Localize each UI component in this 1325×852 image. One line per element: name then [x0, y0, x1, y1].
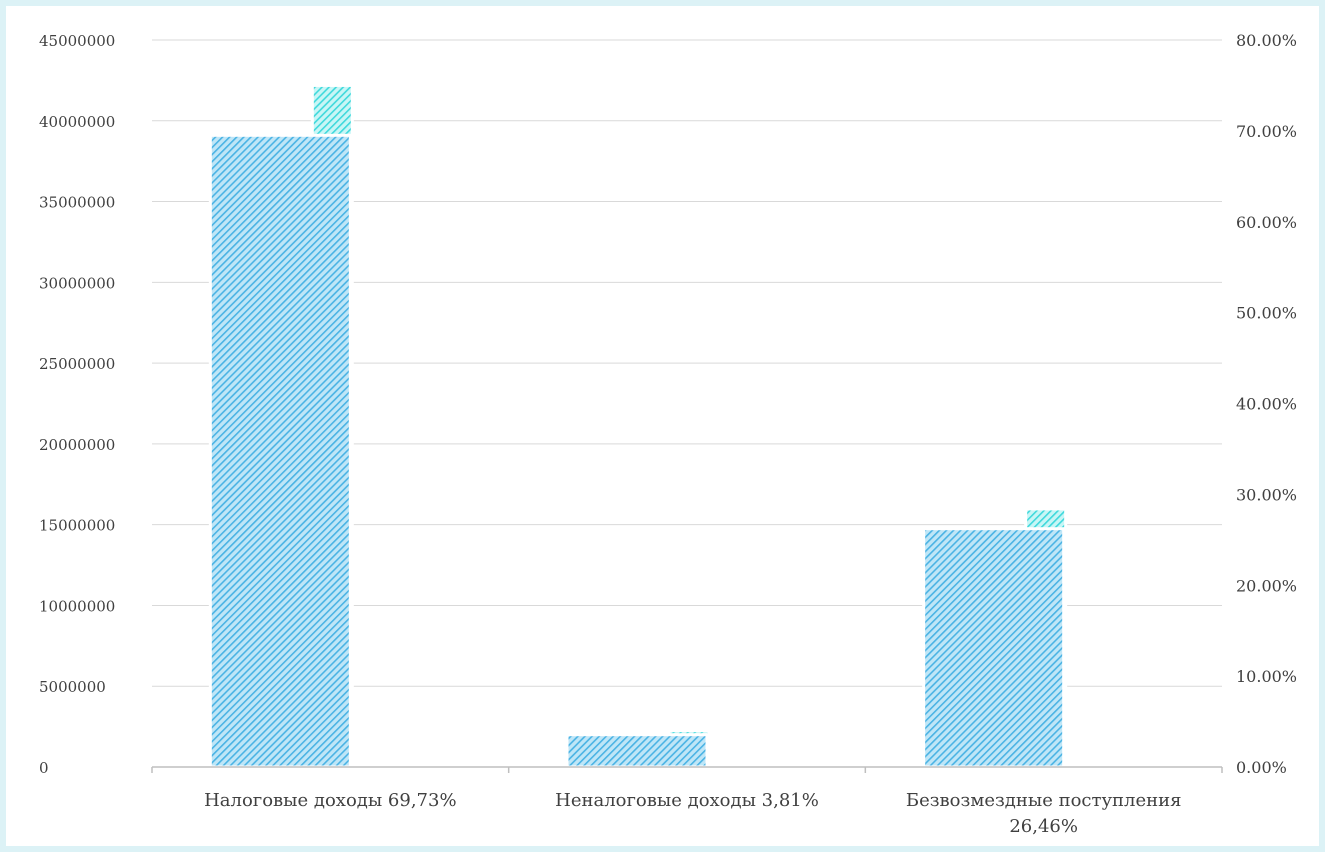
bar-series1-1: [208, 133, 352, 769]
left-tick-label: 35000000: [39, 194, 115, 212]
right-tick-label: 30.00%: [1236, 485, 1297, 504]
category-label: Налоговые доходы 69,73%: [204, 790, 456, 811]
left-tick-label: 20000000: [39, 436, 115, 454]
right-tick-label: 50.00%: [1236, 304, 1297, 323]
left-tick-label: 30000000: [39, 274, 115, 292]
right-tick-label: 20.00%: [1236, 576, 1297, 595]
left-tick-label: 5000000: [39, 678, 106, 696]
left-tick-label: 15000000: [39, 517, 115, 535]
axes: [151, 766, 1223, 773]
left-tick-label: 10000000: [39, 597, 115, 615]
right-tick-label: 10.00%: [1236, 667, 1297, 686]
bars: [208, 83, 1068, 769]
chart-plot: 0 5000000 10000000 15000000 20000000 25000000…: [39, 31, 1297, 837]
right-axis-ticks: 0.00% 10.00% 20.00% 30.00% 40.00% 50.00% 60.00…: [1236, 31, 1297, 777]
category-label: Неналоговые доходы 3,81%: [555, 790, 819, 811]
bar-series1-2: [565, 733, 709, 769]
right-tick-label: 40.00%: [1236, 395, 1297, 414]
category-labels: Налоговые доходы 69,73% Неналоговые доход…: [204, 790, 1181, 837]
left-tick-label: 25000000: [39, 355, 115, 373]
right-tick-label: 0.00%: [1236, 758, 1287, 777]
bar-series1-3: [922, 527, 1066, 769]
category-label: Безвозмездные поступления 26,46%: [906, 790, 1182, 837]
left-axis-ticks: 0 5000000 10000000 15000000 20000000 25000000…: [39, 32, 115, 777]
left-tick-label: 45000000: [39, 32, 115, 50]
right-tick-label: 80.00%: [1236, 31, 1297, 50]
left-tick-label: 40000000: [39, 113, 115, 131]
left-tick-label: 0: [39, 759, 49, 777]
right-tick-label: 70.00%: [1236, 122, 1297, 141]
right-tick-label: 60.00%: [1236, 213, 1297, 232]
